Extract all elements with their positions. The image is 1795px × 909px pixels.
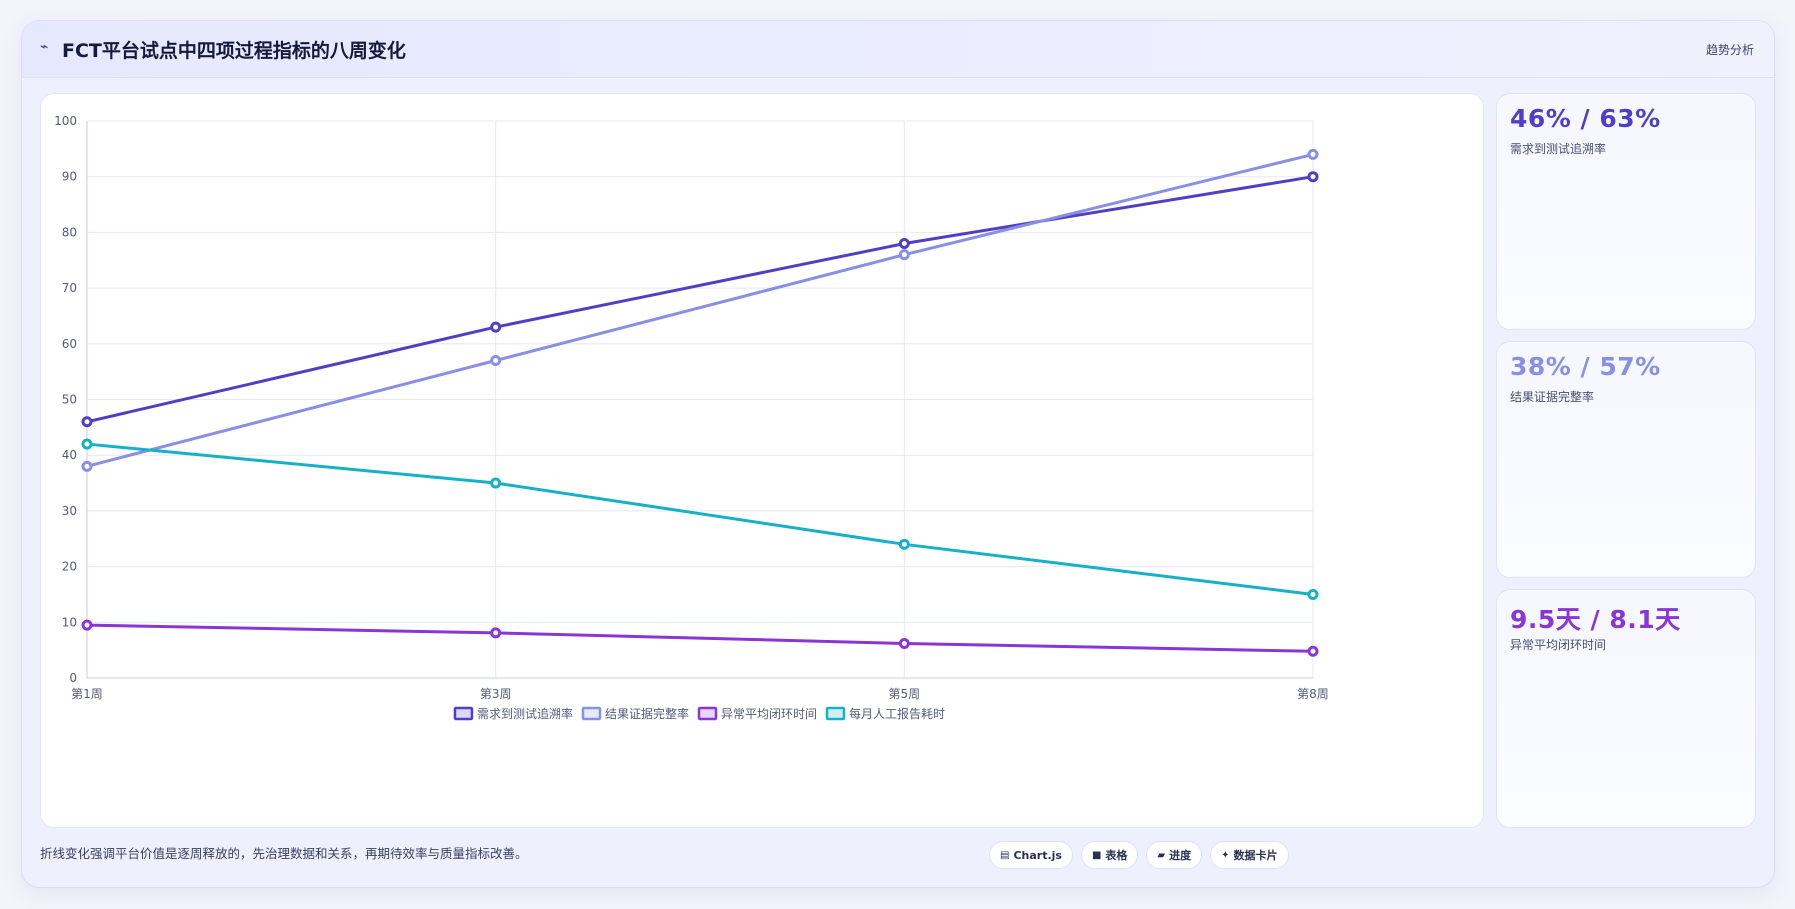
line-chart: 0 10 20 30 40 50 60 70 80 90 100 第1周 第3周 第5周 第8周需求到测试追… [54,114,1329,721]
data-point [81,619,93,631]
series-line [86,623,1314,653]
series-line [86,152,1314,468]
data-point [490,355,502,367]
data-point [898,637,910,649]
legend-swatch [697,706,718,721]
chip-progress[interactable]: ▰ 进度 [1146,841,1203,869]
data-point [1307,171,1319,183]
y-tick-label: 40 [62,448,77,462]
data-point [898,538,910,550]
legend-swatch [581,706,602,721]
y-tick-label: 60 [62,337,77,351]
chip-label: 表格 [1105,849,1128,862]
chip-table[interactable]: ■ 表格 [1080,841,1139,869]
stat-card-evidence: 38% / 57% 结果证据完整率 [1496,341,1756,578]
chip-label: 数据卡片 [1233,849,1278,862]
y-tick-label: 0 [69,671,77,685]
trend-analysis-label: 趋势分析 [1705,43,1754,57]
data-card-icon: ✦ [1221,849,1230,861]
data-point [81,460,93,472]
y-tick-label: 50 [62,393,77,407]
data-point [1307,645,1319,657]
chip-label: 进度 [1169,849,1192,862]
legend-swatch [453,706,474,721]
legend-label: 每月人工报告耗时 [849,706,945,721]
data-point [81,438,93,450]
data-point [490,321,502,333]
data-point [898,249,910,261]
y-tick-label: 10 [62,615,77,629]
x-tick-label: 第1周 [71,687,103,701]
footer-note: 折线变化强调平台价值是逐周释放的，先治理数据和关系，再期待效率与质量指标改善。 [40,846,528,861]
series-line [86,442,1314,596]
x-tick-label: 第8周 [1297,687,1329,701]
stat-label: 异常平均闭环时间 [1510,638,1607,652]
data-point [490,477,502,489]
data-point [81,416,93,428]
series-line [86,175,1314,424]
chip-label: Chart.js [1013,848,1062,862]
data-point [1307,148,1319,160]
stat-value: 38% / 57% [1510,352,1661,381]
stat-card-closure-time: 9.5天 / 8.1天 异常平均闭环时间 [1496,589,1756,828]
data-point [490,627,502,639]
x-tick-label: 第5周 [889,687,921,701]
y-tick-label: 80 [62,225,77,239]
y-tick-label: 100 [54,114,77,128]
stat-card-traceability: 46% / 63% 需求到测试追溯率 [1496,93,1756,330]
legend-swatch [825,706,846,721]
legend-label: 异常平均闭环时间 [721,707,817,721]
table-icon: ■ [1091,849,1102,861]
trend-line-icon: ⌁ [40,39,49,55]
y-tick-label: 30 [62,504,77,518]
stat-value: 46% / 63% [1510,104,1661,133]
chart-panel: 0 10 20 30 40 50 60 70 80 90 100 第1周 第3周 第5周 第8周需求到测试追… [40,93,1484,828]
x-tick-label: 第3周 [480,687,512,701]
stat-value: 9.5天 / 8.1天 [1510,605,1681,634]
trend-card: ⌁ FCT平台试点中四项过程指标的八周变化 趋势分析 0 10 20 30 40 50 60… [21,20,1775,888]
card-header: ⌁ FCT平台试点中四项过程指标的八周变化 趋势分析 [22,21,1774,78]
card-title: FCT平台试点中四项过程指标的八周变化 [62,40,406,62]
y-tick-label: 70 [62,281,77,295]
legend-label: 结果证据完整率 [605,706,689,721]
chip-data-card[interactable]: ✦ 数据卡片 [1210,841,1289,869]
tech-chips: ▤ Chart.js ■ 表格 ▰ 进度 ✦ 数据卡片 [989,841,1289,869]
legend-label: 需求到测试追溯率 [477,706,573,721]
y-tick-label: 20 [62,560,77,574]
stat-label: 结果证据完整率 [1510,390,1595,404]
chart-icon: ▤ [1000,849,1010,861]
data-point [1307,588,1319,600]
progress-icon: ▰ [1157,849,1166,861]
y-tick-label: 90 [62,170,77,184]
chip-chartjs[interactable]: ▤ Chart.js [989,841,1073,869]
stat-label: 需求到测试追溯率 [1510,142,1607,156]
data-point [898,238,910,250]
